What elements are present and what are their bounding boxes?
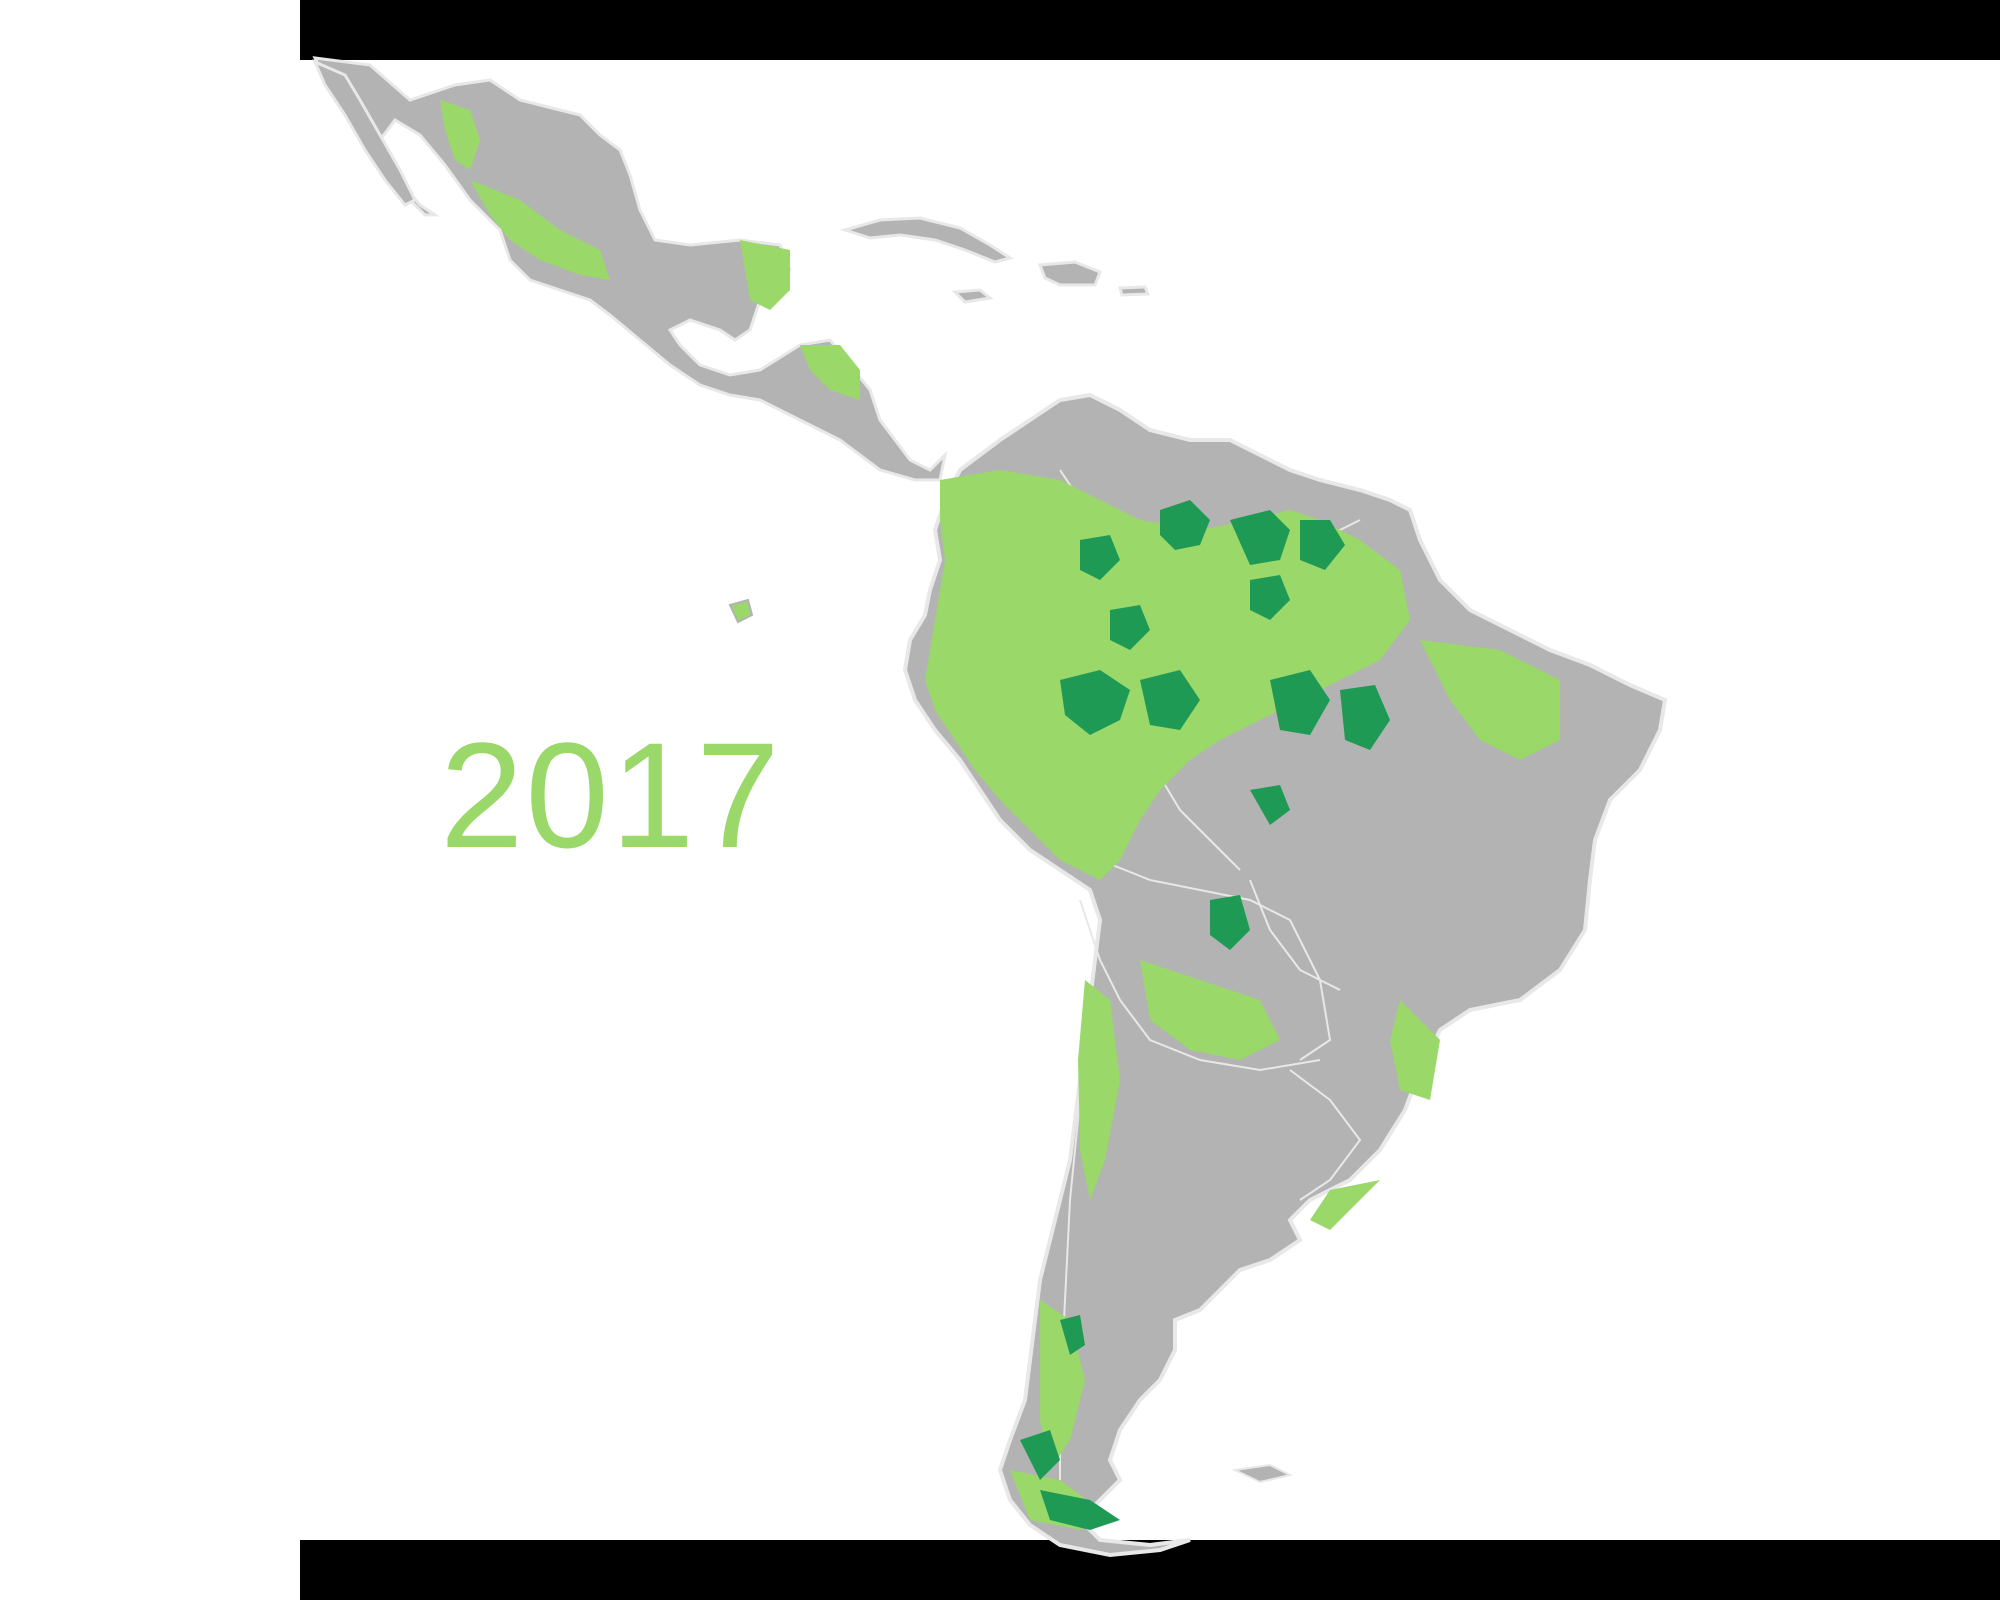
baja-california-land <box>312 59 418 207</box>
puerto-rico-land <box>1118 285 1151 297</box>
cuba-land <box>839 216 1014 264</box>
hispaniola-land <box>1037 260 1102 287</box>
falkland-islands-land <box>1231 1463 1293 1484</box>
jamaica-land <box>951 288 994 304</box>
mexico-central-america-land <box>312 56 948 482</box>
forest-cover-dark <box>1020 500 1390 1530</box>
background-white-left <box>0 0 300 1600</box>
galapagos-islands-land <box>728 598 754 624</box>
year-label: 2017 <box>440 711 782 879</box>
